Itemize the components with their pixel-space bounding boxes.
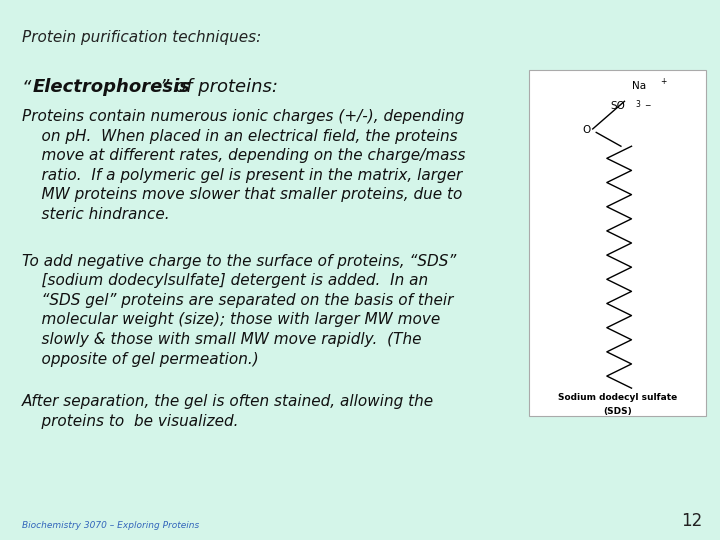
Text: 3: 3: [635, 99, 640, 109]
Text: Protein purification techniques:: Protein purification techniques:: [22, 30, 261, 45]
Text: To add negative charge to the surface of proteins, “SDS”
    [sodium dodecylsulf: To add negative charge to the surface of…: [22, 254, 456, 367]
Text: SO: SO: [611, 102, 625, 111]
Text: Proteins contain numerous ionic charges (+/-), depending
    on pH.  When placed: Proteins contain numerous ionic charges …: [22, 109, 465, 222]
FancyBboxPatch shape: [529, 70, 706, 416]
Text: Na: Na: [631, 80, 646, 91]
Text: −: −: [644, 102, 650, 110]
Text: 12: 12: [680, 512, 702, 530]
Text: O: O: [582, 125, 590, 136]
Text: ” of proteins:: ” of proteins:: [160, 78, 278, 96]
Text: Biochemistry 3070 – Exploring Proteins: Biochemistry 3070 – Exploring Proteins: [22, 521, 199, 530]
Text: After separation, the gel is often stained, allowing the
    proteins to  be vis: After separation, the gel is often stain…: [22, 394, 433, 429]
Text: (SDS): (SDS): [603, 407, 631, 416]
Text: Electrophoresis: Electrophoresis: [33, 78, 191, 96]
Text: “: “: [22, 78, 31, 96]
Text: Sodium dodecyl sulfate: Sodium dodecyl sulfate: [558, 393, 677, 402]
Text: +: +: [660, 77, 666, 86]
